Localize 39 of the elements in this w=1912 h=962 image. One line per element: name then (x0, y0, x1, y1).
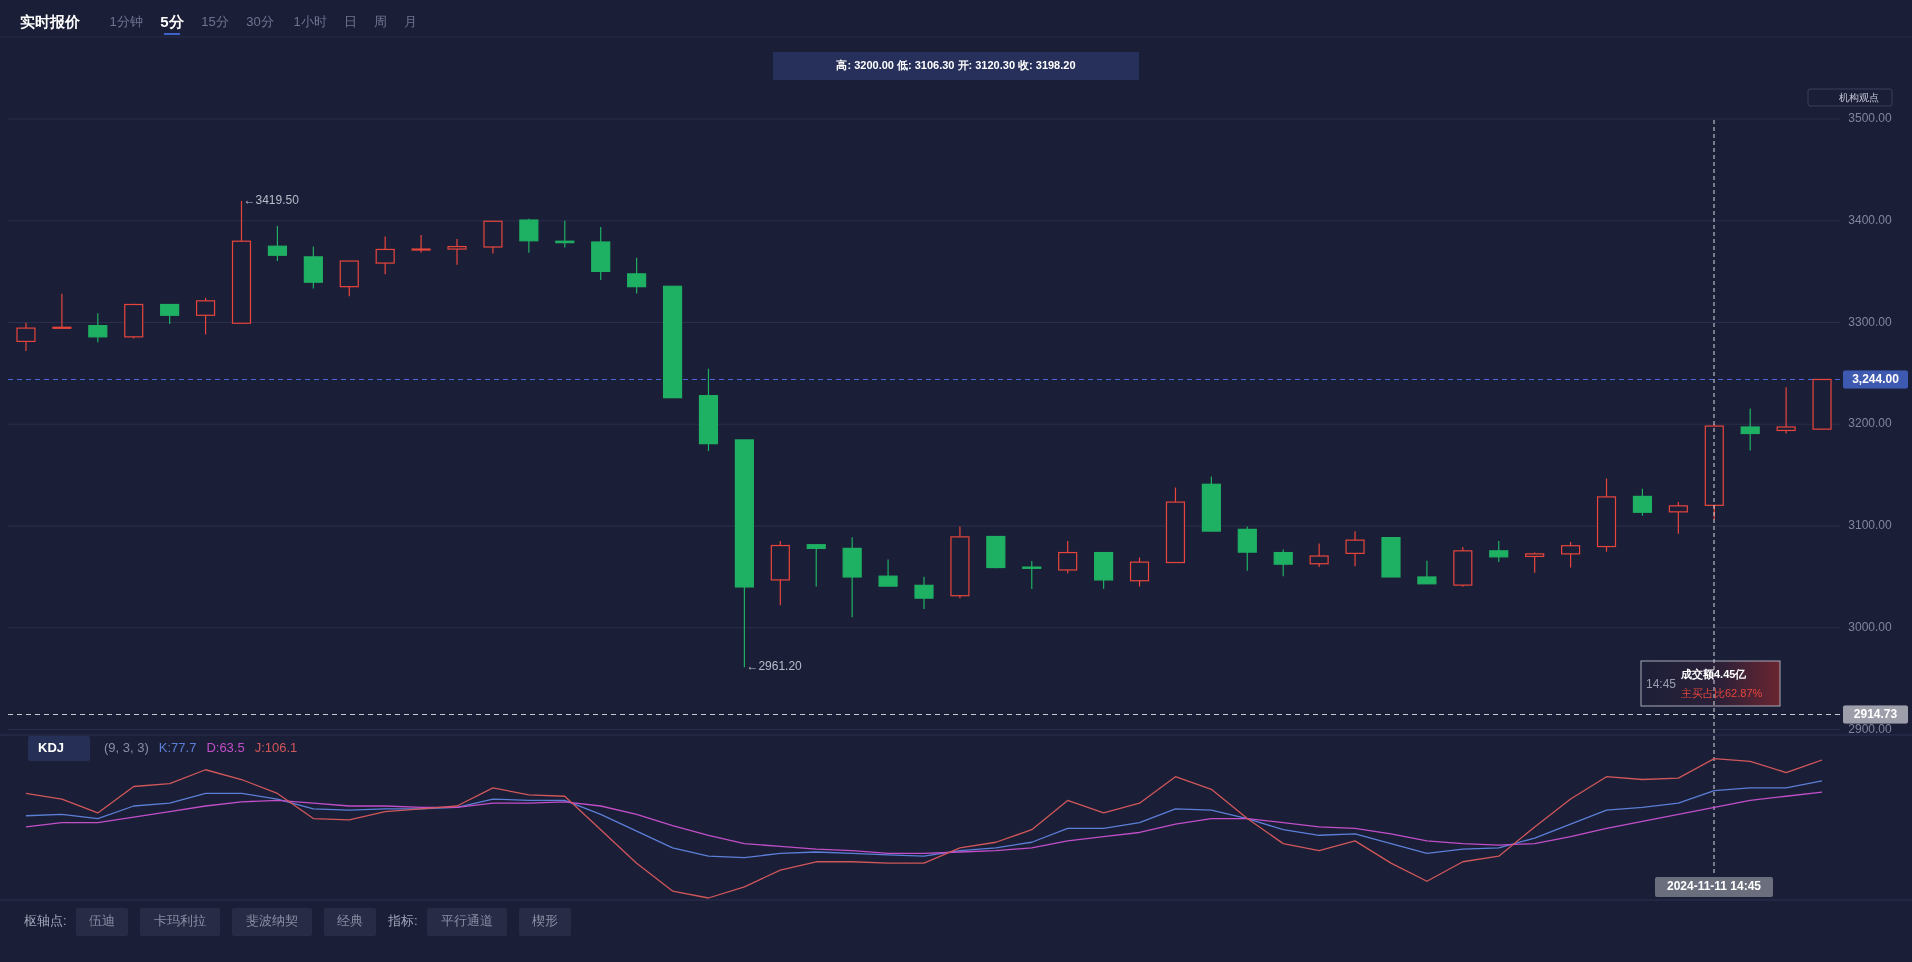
chart-title: 实时报价 (20, 12, 81, 30)
annotation: ←2961.20 (746, 659, 803, 674)
annotation: 成交额4.45亿 (1680, 667, 1748, 680)
text: 1分钟 (109, 14, 143, 30)
text: 楔形 (532, 913, 558, 929)
text: 30分 (246, 14, 274, 30)
text: 指标: (387, 913, 418, 929)
text: 经典 (337, 913, 363, 929)
text: 日 (343, 14, 357, 30)
y-tick-label: 3400.00 (1848, 212, 1893, 227)
y-tick-label: 3500.00 (1848, 111, 1893, 126)
text: 斐波纳契 (246, 913, 298, 929)
text: 月 (403, 14, 417, 30)
chart-subtitle: (9, 3, 3) (104, 740, 149, 756)
y-tick-label: 3300.00 (1848, 314, 1893, 329)
text: J:106.1 (254, 740, 298, 756)
annotation: 主买占比62.87% (1681, 686, 1763, 699)
annotation: ←3419.50 (243, 193, 300, 208)
annotation: 14:45 (1646, 677, 1677, 692)
y-tick-label: 3200.00 (1848, 416, 1893, 431)
text: 机构观点 (1839, 91, 1879, 103)
text: 卡玛利拉 (154, 913, 206, 929)
text: D:63.5 (206, 740, 245, 756)
chart-title: KDJ (38, 740, 65, 756)
y-tick-label: 3000.00 (1848, 619, 1893, 634)
text: 5分 (160, 12, 185, 30)
text: 1小时 (293, 14, 327, 30)
text: 伍迪 (89, 913, 115, 929)
annotation: 2024-11-11 14:45 (1666, 879, 1762, 894)
text: 平行通道 (441, 913, 493, 929)
text: 15分 (201, 14, 229, 30)
text: 周 (373, 14, 387, 30)
ref-line-label: 3,244.00 (1852, 371, 1900, 386)
chart-subtitle: 高: 3200.00 低: 3106.30 开: 3120.30 收: 3198.20 (836, 58, 1076, 71)
y-tick-label: 3100.00 (1848, 518, 1893, 533)
ref-line-label: 2914.73 (1853, 706, 1898, 721)
text: K:77.7 (158, 740, 197, 756)
y-tick-label: 2900.00 (1848, 721, 1893, 736)
text: 枢轴点: (24, 913, 67, 929)
